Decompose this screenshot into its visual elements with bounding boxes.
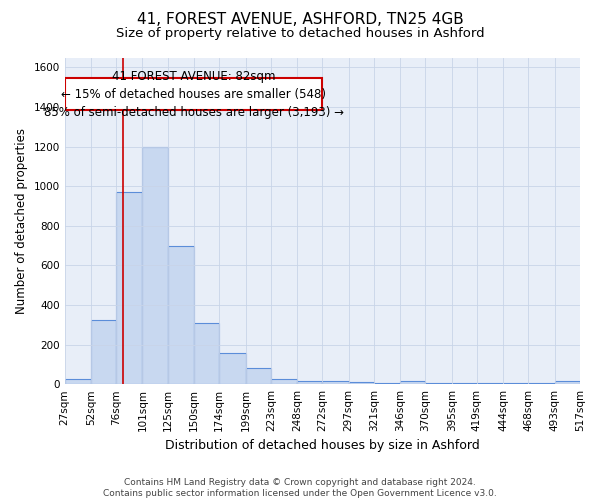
Text: Contains HM Land Registry data © Crown copyright and database right 2024.
Contai: Contains HM Land Registry data © Crown c… xyxy=(103,478,497,498)
Bar xyxy=(400,381,425,384)
Bar xyxy=(168,246,194,384)
Bar xyxy=(65,379,91,384)
X-axis label: Distribution of detached houses by size in Ashford: Distribution of detached houses by size … xyxy=(165,440,480,452)
Bar xyxy=(452,383,477,384)
Bar xyxy=(142,146,168,384)
Bar xyxy=(271,379,297,384)
Bar xyxy=(349,382,374,384)
Bar xyxy=(374,383,400,384)
FancyBboxPatch shape xyxy=(65,78,322,110)
Bar xyxy=(91,320,116,384)
Bar xyxy=(425,383,452,384)
Bar xyxy=(245,368,271,384)
Bar xyxy=(116,192,142,384)
Bar xyxy=(322,381,349,384)
Text: 41, FOREST AVENUE, ASHFORD, TN25 4GB: 41, FOREST AVENUE, ASHFORD, TN25 4GB xyxy=(137,12,463,28)
Y-axis label: Number of detached properties: Number of detached properties xyxy=(15,128,28,314)
Bar xyxy=(555,381,580,384)
Bar xyxy=(477,383,503,384)
Bar xyxy=(194,323,219,384)
Bar xyxy=(529,383,555,384)
Text: Size of property relative to detached houses in Ashford: Size of property relative to detached ho… xyxy=(116,28,484,40)
Text: 41 FOREST AVENUE: 82sqm
← 15% of detached houses are smaller (548)
85% of semi-d: 41 FOREST AVENUE: 82sqm ← 15% of detache… xyxy=(44,70,343,118)
Bar xyxy=(297,380,322,384)
Bar xyxy=(219,354,245,384)
Bar xyxy=(503,383,529,384)
